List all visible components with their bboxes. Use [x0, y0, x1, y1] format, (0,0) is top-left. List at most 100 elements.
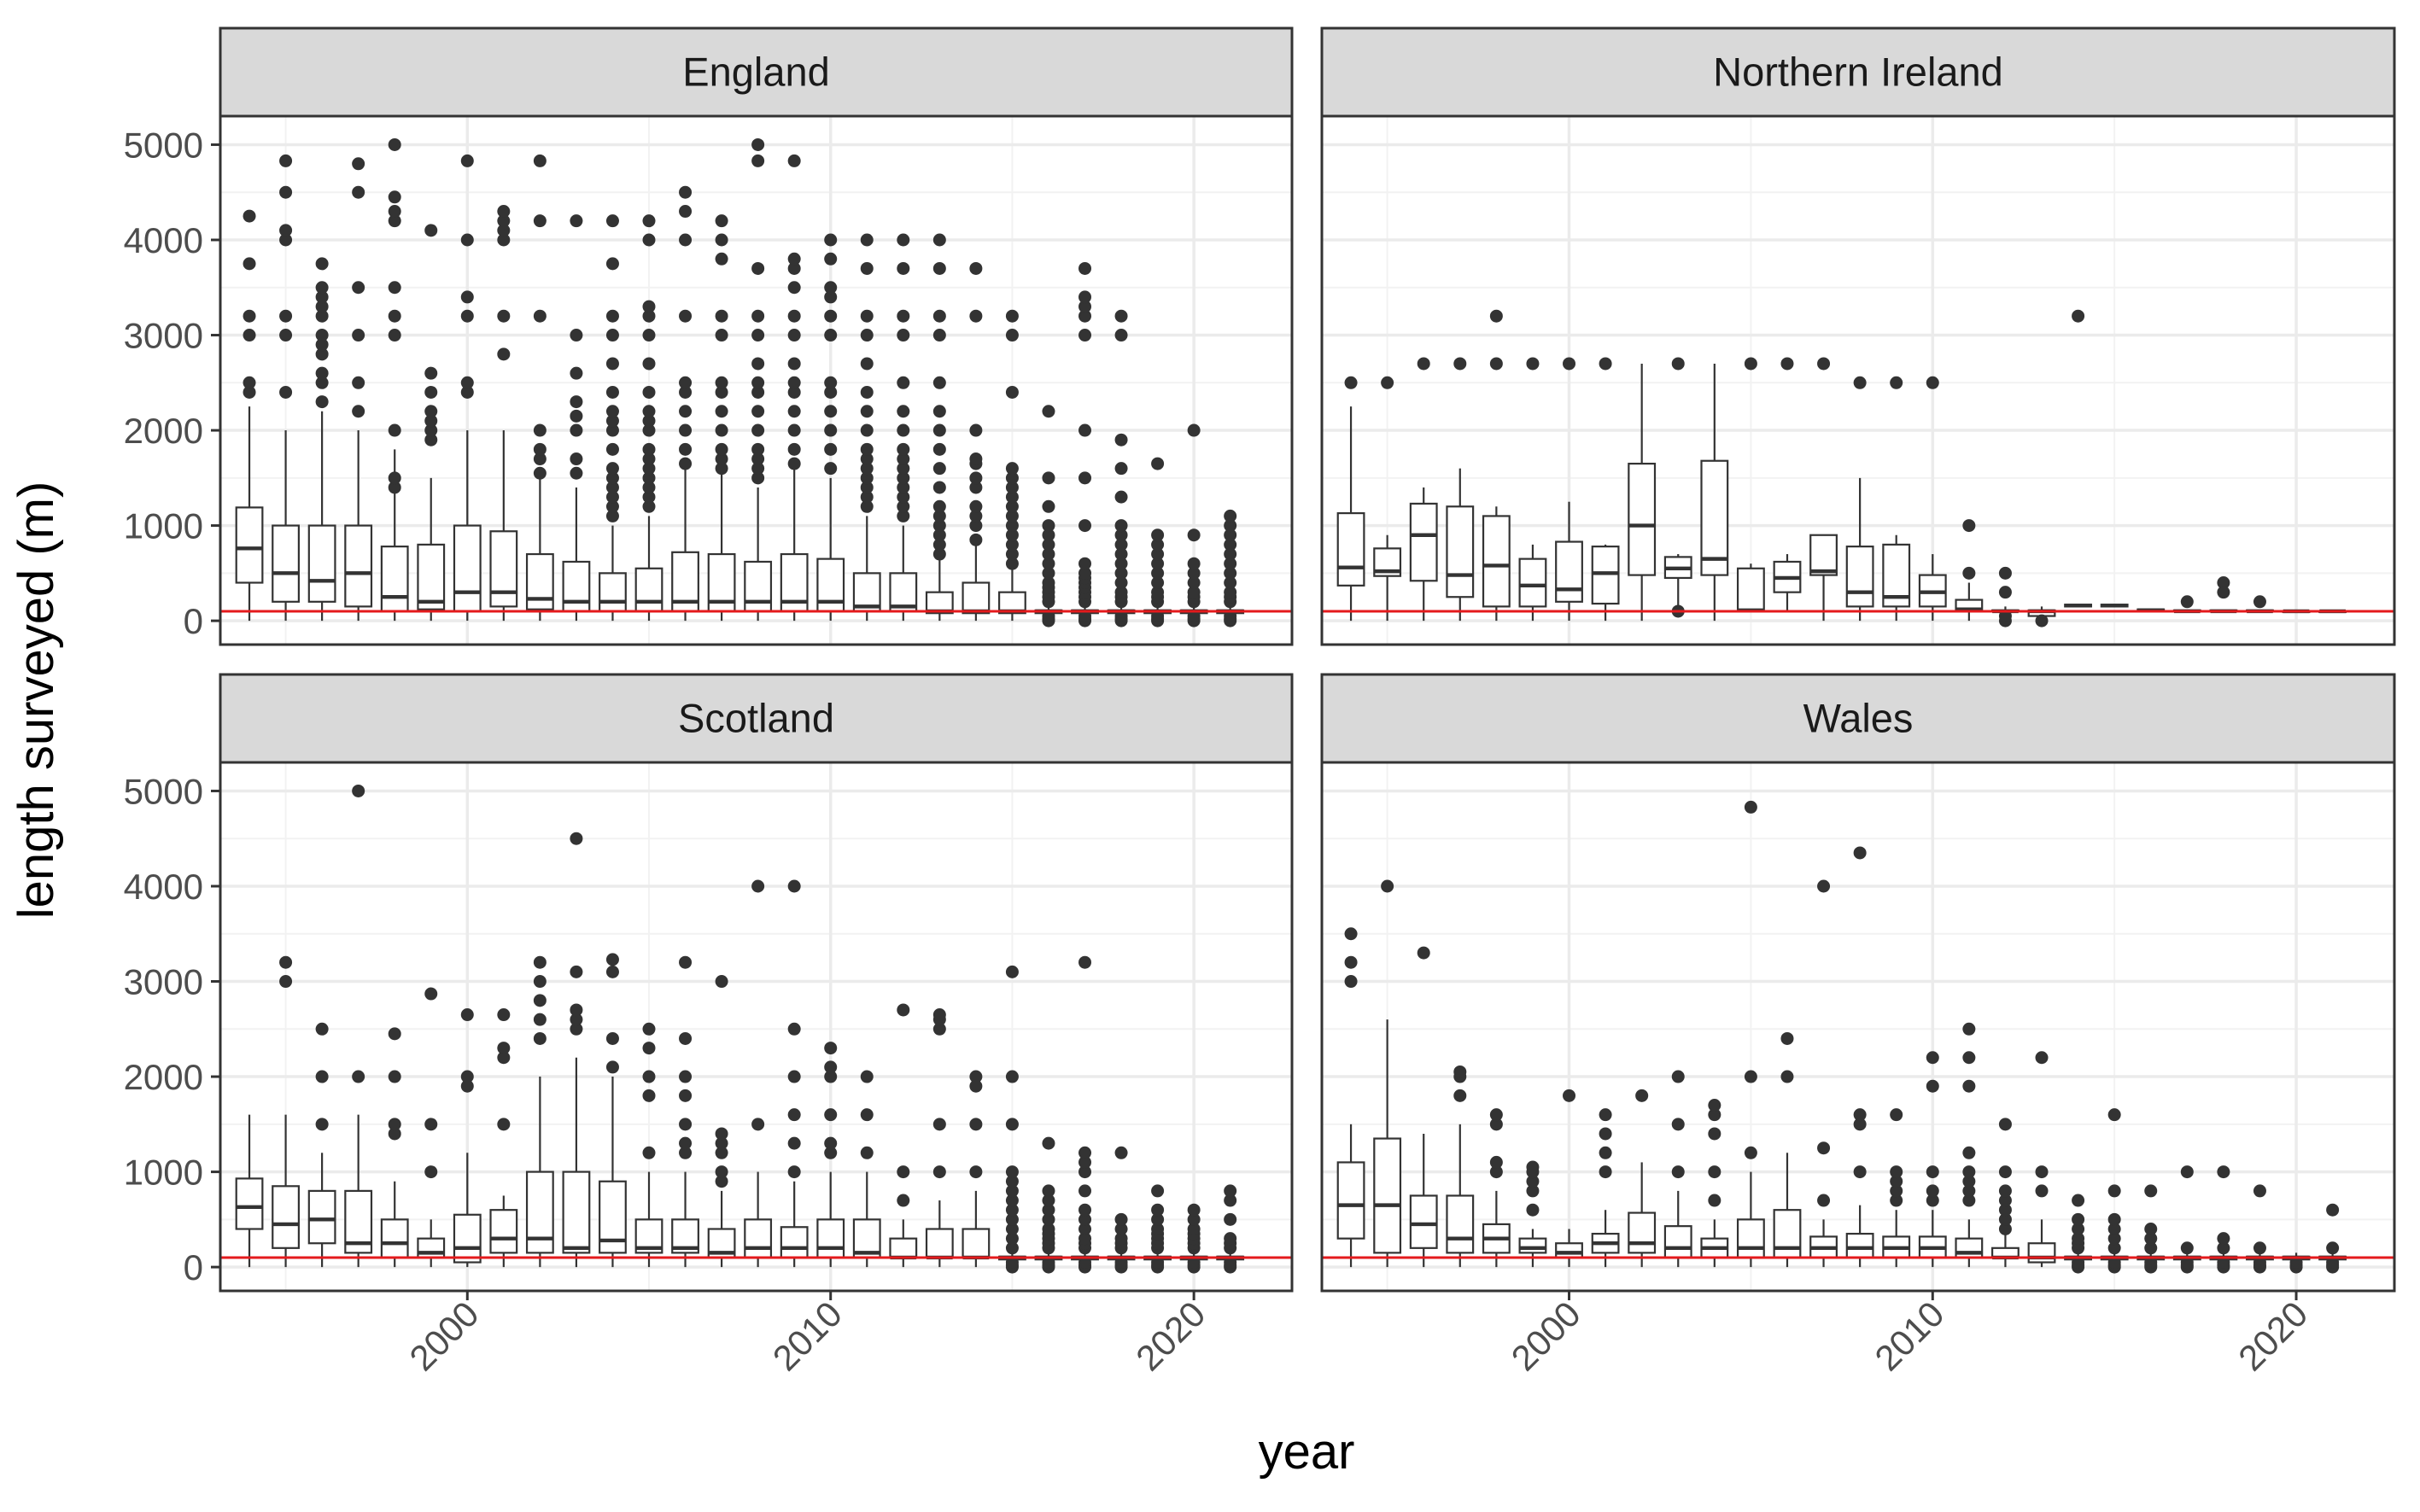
- outlier-point: [1042, 576, 1055, 590]
- outlier-point: [751, 1118, 765, 1131]
- outlier-point: [2107, 1108, 2121, 1122]
- outlier-point: [897, 1165, 910, 1179]
- outlier-point: [497, 1008, 511, 1022]
- outlier-point: [1453, 1065, 1467, 1078]
- outlier-point: [1042, 1212, 1055, 1226]
- box-iqr: [1628, 1211, 1657, 1254]
- outlier-point: [315, 1070, 329, 1083]
- outlier-point: [424, 385, 438, 399]
- outlier-point: [1780, 1070, 1794, 1083]
- outlier-point: [642, 214, 656, 228]
- outlier-point: [860, 357, 874, 371]
- box-iqr: [1663, 1225, 1692, 1259]
- outlier-point: [2217, 1232, 2230, 1246]
- outlier-point: [388, 137, 401, 151]
- outlier-point: [1224, 566, 1237, 580]
- outlier-point: [1417, 946, 1430, 960]
- outlier-point: [279, 329, 293, 342]
- outlier-point: [679, 405, 693, 418]
- outlier-point: [2180, 1165, 2194, 1179]
- outlier-point: [1998, 1212, 2012, 1226]
- outlier-point: [1890, 1175, 1903, 1188]
- outlier-point: [642, 462, 656, 476]
- outlier-point: [679, 385, 693, 399]
- outlier-point: [715, 233, 728, 247]
- outlier-point: [2217, 576, 2230, 590]
- outlier-point: [1187, 423, 1201, 437]
- outlier-point: [751, 452, 765, 466]
- outlier-point: [1599, 1127, 1612, 1141]
- outlier-point: [824, 405, 838, 418]
- outlier-point: [932, 481, 946, 494]
- outlier-point: [570, 1013, 583, 1026]
- outlier-point: [460, 1079, 474, 1093]
- panel-background: [220, 762, 1292, 1291]
- outlier-point: [1344, 927, 1358, 941]
- outlier-point: [1151, 1212, 1165, 1226]
- outlier-point: [2253, 1256, 2266, 1270]
- outlier-point: [932, 547, 946, 561]
- outlier-point: [932, 509, 946, 522]
- outlier-point: [1078, 610, 1092, 623]
- outlier-point: [605, 385, 619, 399]
- outlier-point: [1708, 1127, 1721, 1141]
- outlier-point: [1151, 586, 1165, 599]
- outlier-point: [2144, 1232, 2158, 1246]
- outlier-point: [497, 309, 511, 323]
- outlier-point: [1671, 1165, 1685, 1179]
- outlier-point: [388, 205, 401, 219]
- outlier-point: [679, 205, 693, 219]
- outlier-point: [824, 1136, 838, 1150]
- outlier-point: [1042, 566, 1055, 580]
- box-2002: [1628, 1089, 1657, 1268]
- y-tick-label: 5000: [124, 771, 203, 811]
- y-tick-label: 0: [184, 1247, 203, 1287]
- outlier-point: [1187, 566, 1201, 580]
- outlier-point: [860, 442, 874, 456]
- y-tick-label: 5000: [124, 125, 203, 165]
- box-2000: [1555, 1089, 1583, 1268]
- outlier-point: [605, 481, 619, 494]
- outlier-point: [1187, 557, 1201, 570]
- outlier-point: [824, 290, 838, 304]
- strip-background: [219, 673, 1294, 764]
- outlier-point: [388, 329, 401, 342]
- outlier-point: [1998, 1184, 2012, 1198]
- y-tick-label: 0: [184, 601, 203, 641]
- outlier-point: [932, 1022, 946, 1036]
- outlier-point: [1114, 586, 1128, 599]
- outlier-point: [1187, 610, 1201, 623]
- outlier-point: [1114, 462, 1128, 476]
- outlier-point: [388, 1118, 401, 1131]
- outlier-point: [824, 233, 838, 247]
- outlier-point: [860, 1108, 874, 1122]
- box-1996: [1409, 357, 1438, 622]
- box-2007: [1809, 879, 1838, 1268]
- outlier-point: [2217, 1256, 2230, 1270]
- outlier-point: [679, 1089, 693, 1102]
- outlier-point: [1224, 610, 1237, 623]
- box-iqr: [1736, 1218, 1765, 1259]
- box-2009: [780, 879, 809, 1268]
- outlier-point: [1744, 357, 1757, 371]
- outlier-point: [969, 1118, 983, 1131]
- outlier-point: [2217, 1165, 2230, 1179]
- panel-scotland: Scotland 0 1000 2000 3000 4000 5000 2000 2010 202…: [124, 673, 1294, 1378]
- outlier-point: [1005, 309, 1019, 323]
- outlier-point: [1078, 423, 1092, 437]
- box-iqr: [1518, 1237, 1547, 1254]
- box-iqr: [307, 524, 336, 603]
- outlier-point: [751, 357, 765, 371]
- outlier-point: [751, 462, 765, 476]
- outlier-point: [1599, 1165, 1612, 1179]
- outlier-point: [679, 1118, 693, 1131]
- outlier-point: [1042, 528, 1055, 542]
- outlier-point: [2107, 1223, 2121, 1236]
- outlier-point: [1151, 547, 1165, 561]
- outlier-point: [897, 481, 910, 494]
- outlier-point: [1926, 1165, 1939, 1179]
- box-1995: [272, 154, 300, 622]
- outlier-point: [969, 533, 983, 546]
- outlier-point: [679, 1070, 693, 1083]
